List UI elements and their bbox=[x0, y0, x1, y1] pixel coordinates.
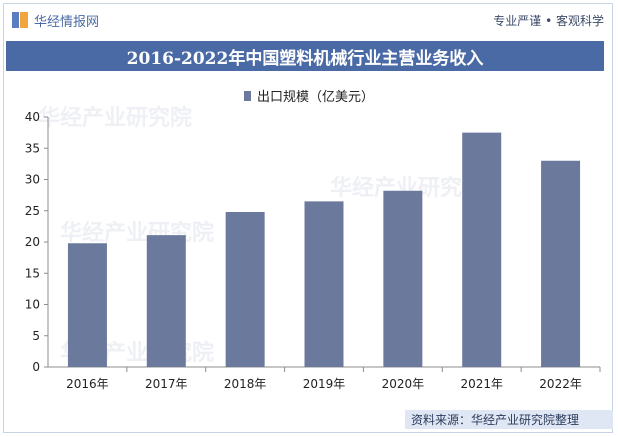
chart-title: 2016-2022年中国塑料机械行业主营业务收入 bbox=[6, 41, 604, 71]
x-tick-label: 2020年 bbox=[382, 377, 425, 391]
legend-label: 出口规模（亿美元） bbox=[256, 90, 374, 105]
y-tick-label: 30 bbox=[25, 173, 40, 187]
y-tick-label: 10 bbox=[25, 298, 40, 312]
y-tick-label: 20 bbox=[25, 235, 40, 249]
y-tick-label: 5 bbox=[32, 329, 40, 343]
legend-swatch bbox=[243, 90, 251, 101]
x-tick-label: 2022年 bbox=[539, 377, 582, 391]
brand: 华经情报网 bbox=[12, 11, 100, 30]
bar bbox=[67, 243, 107, 367]
bar bbox=[225, 212, 265, 367]
source-note: 资料来源：华经产业研究院整理 bbox=[405, 410, 613, 429]
brand-name: 华经情报网 bbox=[34, 14, 100, 30]
x-tick-label: 2016年 bbox=[66, 377, 109, 391]
bar bbox=[146, 235, 186, 367]
x-tick-label: 2021年 bbox=[460, 377, 503, 391]
y-tick-label: 35 bbox=[25, 141, 40, 155]
x-tick-label: 2018年 bbox=[224, 377, 267, 391]
tagline: 专业严谨 • 客观科学 bbox=[493, 14, 604, 28]
x-tick-label: 2017年 bbox=[145, 377, 188, 391]
bar bbox=[462, 132, 502, 367]
x-tick-label: 2019年 bbox=[303, 377, 346, 391]
watermark: 华经产业研究院 bbox=[60, 221, 215, 246]
y-tick-label: 40 bbox=[25, 110, 40, 124]
y-tick-label: 25 bbox=[25, 204, 40, 218]
legend: 出口规模（亿美元） bbox=[0, 86, 618, 105]
bar bbox=[541, 160, 581, 367]
header-bar: 华经情报网 专业严谨 • 客观科学 bbox=[0, 0, 618, 40]
watermark: 华经产业研究院 bbox=[38, 106, 193, 131]
y-tick-label: 0 bbox=[32, 360, 40, 374]
bar bbox=[304, 201, 344, 367]
bar bbox=[383, 190, 423, 367]
brand-logo-icon bbox=[12, 12, 28, 28]
y-tick-label: 15 bbox=[25, 266, 40, 280]
